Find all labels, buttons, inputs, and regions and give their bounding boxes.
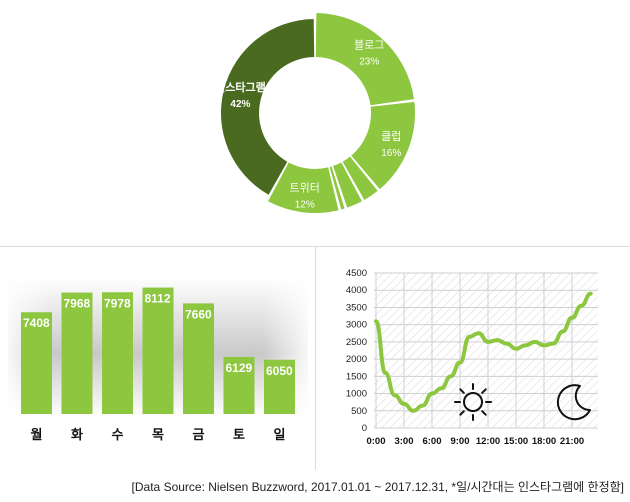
category-label: 금 — [193, 427, 205, 442]
category-label: 목 — [152, 427, 164, 442]
donut-slice-label: 트위터 — [290, 181, 320, 194]
bar-chart-panel: 7408 월 7968 화 7978 수 8112 목 7660 금 6129 토 6050 일 — [0, 247, 316, 470]
y-tick-label: 3500 — [346, 302, 367, 313]
bar — [21, 312, 52, 414]
bar-value-label: 6050 — [266, 364, 293, 378]
bar — [223, 356, 255, 414]
category-label: 토 — [233, 427, 245, 442]
donut-slice — [268, 162, 339, 213]
moon-icon — [556, 384, 591, 421]
bar-value-label: 7968 — [64, 297, 91, 311]
category-label: 수 — [112, 427, 124, 442]
sun-icon — [454, 383, 492, 421]
donut-slice-percent: 23% — [359, 56, 379, 67]
donut-slice — [342, 156, 378, 200]
y-tick-label: 500 — [351, 406, 367, 417]
y-tick-label: 1000 — [346, 389, 367, 400]
series-line — [374, 291, 593, 413]
donut-slice — [315, 13, 415, 106]
bar — [142, 287, 174, 414]
moon-shape — [556, 384, 591, 421]
sun-ray — [481, 388, 487, 394]
y-tick-label: 0 — [362, 423, 367, 434]
bar — [61, 292, 93, 414]
y-tick-label: 1500 — [346, 371, 367, 382]
x-tick-label: 0:00 — [366, 436, 385, 447]
bar — [264, 359, 295, 414]
donut-slice-percent: 12% — [295, 199, 315, 210]
donut-slice — [351, 101, 415, 190]
bar-value-label: 7978 — [104, 296, 131, 310]
donut-slice-label: 블로그 — [354, 38, 384, 51]
donut-slice-percent: 42% — [230, 99, 250, 110]
y-tick-label: 2000 — [346, 354, 367, 365]
x-tick-label: 15:00 — [504, 436, 528, 447]
x-tick-label: 18:00 — [532, 436, 556, 447]
x-tick-label: 3:00 — [394, 436, 413, 447]
data-source-note: [Data Source: Nielsen Buzzword, 2017.01.… — [131, 480, 624, 494]
y-tick-label: 4500 — [346, 268, 367, 279]
line-chart: 0 500 1000 1500 2000 2500 3000 3500 4000 4500 0:00… — [346, 268, 598, 447]
category-label: 화 — [71, 427, 83, 442]
y-tick-label: 3000 — [346, 320, 367, 331]
bar — [102, 292, 133, 414]
bar-chart: 7408 월 7968 화 7978 수 8112 목 7660 금 6129 토 6050 일 — [8, 277, 308, 442]
bar-value-label: 7660 — [185, 307, 212, 321]
bar-value-label: 8112 — [145, 292, 171, 306]
bar-value-label: 7408 — [23, 316, 50, 330]
donut-slice — [220, 19, 315, 195]
donut-slice-label: 클럽 — [381, 129, 401, 143]
donut-slice — [333, 162, 362, 208]
donut-chart: 블로그 23% 클럽 16% 트위터 12% 인스타그램 42% — [215, 13, 415, 213]
y-tick-label: 2500 — [346, 337, 367, 348]
donut-slice-label: 인스타그램 — [215, 80, 266, 94]
sun-ray — [459, 410, 465, 416]
x-tick-label: 12:00 — [476, 436, 500, 447]
sun-core — [463, 392, 483, 412]
sun-ray — [459, 388, 465, 394]
category-label: 일 — [274, 427, 286, 442]
donut-chart-panel: 블로그 23% 클럽 16% 트위터 12% 인스타그램 42% — [0, 0, 630, 247]
x-tick-label: 9:00 — [450, 436, 469, 447]
line-chart-panel: 0 500 1000 1500 2000 2500 3000 3500 4000 4500 0:00… — [316, 247, 630, 470]
donut-slice — [329, 166, 345, 210]
x-tick-label: 21:00 — [560, 436, 584, 447]
donut-slice-percent: 16% — [381, 148, 401, 159]
sun-ray — [481, 410, 487, 416]
bar — [183, 303, 214, 414]
category-label: 월 — [31, 427, 43, 442]
bar-value-label: 6129 — [226, 361, 253, 375]
x-tick-label: 6:00 — [422, 436, 441, 447]
y-tick-label: 4000 — [346, 285, 367, 296]
